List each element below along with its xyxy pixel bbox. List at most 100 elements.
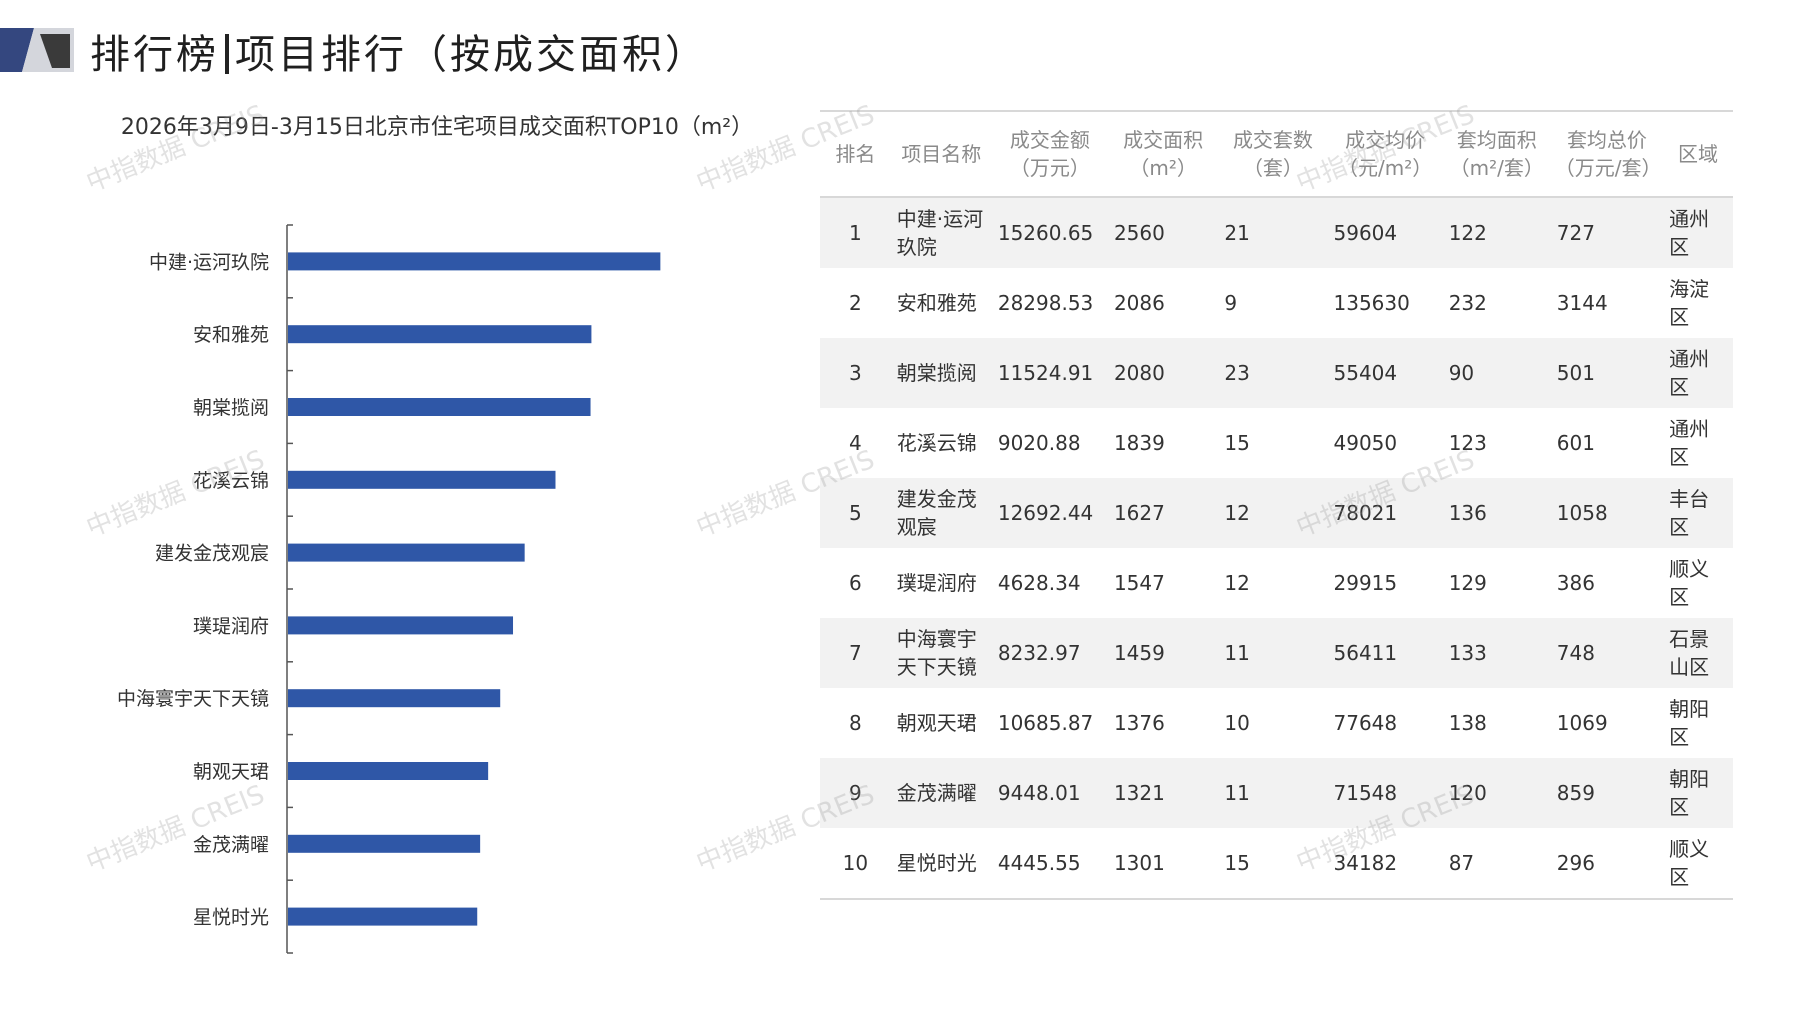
table-cell: 386 xyxy=(1556,571,1595,595)
project-name-cell: 朝棠揽阅 xyxy=(890,338,992,408)
table-cell: 9020.88 xyxy=(997,431,1081,455)
table-cell: 859 xyxy=(1550,758,1664,828)
table-cell: 34182 xyxy=(1327,828,1443,900)
table-cell: 1069 xyxy=(1556,711,1608,735)
page-title: 排行榜 项目排行（按成交面积） xyxy=(90,22,708,80)
project-name-cell: 璞瑅润府 xyxy=(896,571,977,595)
rank-cell: 6 xyxy=(849,571,862,595)
table-cell: 1058 xyxy=(1550,478,1664,548)
column-header: 成交面积 （m²） xyxy=(1107,110,1219,198)
rank-cell: 7 xyxy=(820,618,891,688)
table-cell: 10 xyxy=(1224,711,1250,735)
project-name-cell: 中建·运河玖院 xyxy=(890,197,992,268)
table-cell: 朝阳区 xyxy=(1663,758,1733,828)
column-header: 成交均价 （元/m²） xyxy=(1327,110,1443,198)
table-cell: 90 xyxy=(1442,338,1551,408)
table-cell: 海淀区 xyxy=(1669,277,1710,329)
table-cell: 15 xyxy=(1218,828,1328,900)
table-cell: 78021 xyxy=(1327,478,1443,548)
table-cell: 77648 xyxy=(1333,711,1398,735)
table-row: 3 朝棠揽阅 11524.91 2080 23 55404 90 501 通州区 xyxy=(820,338,1733,408)
column-header: 成交套数 （套） xyxy=(1218,110,1328,198)
project-name-cell: 建发金茂观宸 xyxy=(890,478,992,548)
title-separator xyxy=(225,34,229,74)
table-row: 7 中海寰宇天下天镜 8232.97 1459 11 56411 133 748 石景山区 xyxy=(820,618,1733,688)
rank-cell: 9 xyxy=(820,758,891,828)
project-name-cell: 金茂满曜 xyxy=(890,758,992,828)
table-cell: 顺义区 xyxy=(1663,828,1733,900)
bar-2 xyxy=(288,325,592,344)
ranking-table: 排名 项目名称 成交金额 （万元） 成交面积 （m²） 成交套数 （套） 成交均价 （元/m²）套… xyxy=(820,110,1733,900)
bar-7 xyxy=(288,689,501,708)
table-cell: 2560 xyxy=(1107,197,1219,268)
bar-4 xyxy=(288,470,556,489)
table-row: 5 建发金茂观宸 12692.44 1627 12 78021 136 1058 丰台区 xyxy=(820,478,1733,548)
table-row: 9 金茂满曜 9448.01 1321 11 71548 120 859 朝阳区 xyxy=(820,758,1733,828)
column-header: 项目名称 xyxy=(890,110,992,198)
column-header: 套均总价 （万元/套） xyxy=(1550,110,1664,198)
project-name-cell: 朝观天珺 xyxy=(896,711,977,735)
table-cell: 296 xyxy=(1550,828,1664,900)
y-tick-label: 建发金茂观宸 xyxy=(155,543,269,565)
table-cell: 通州区 xyxy=(1663,338,1733,408)
table-cell: 122 xyxy=(1442,197,1551,268)
table-cell: 12 xyxy=(1218,478,1328,548)
column-header: 套均面积 （m²/套） xyxy=(1442,110,1551,198)
rank-cell: 3 xyxy=(820,338,891,408)
rank-cell: 10 xyxy=(820,828,891,900)
table-cell: 56411 xyxy=(1327,618,1443,688)
table-cell: 通州区 xyxy=(1663,197,1733,268)
project-name-cell: 花溪云锦 xyxy=(896,431,977,455)
column-header: 排名 xyxy=(820,110,891,198)
table-cell: 石景山区 xyxy=(1663,618,1733,688)
logo-icon xyxy=(0,28,74,72)
table-cell: 8232.97 xyxy=(991,618,1108,688)
watermark-text: 中指数据 CREIS xyxy=(82,99,269,199)
table-cell: 55404 xyxy=(1327,338,1443,408)
y-tick-label: 朝棠揽阅 xyxy=(193,397,269,419)
table-cell: 87 xyxy=(1442,828,1551,900)
chart-title: 2026年3月9日-3月15日北京市住宅项目成交面积TOP10（m²） xyxy=(120,115,754,140)
table-cell: 通州区 xyxy=(1669,417,1710,469)
y-tick-label: 花溪云锦 xyxy=(193,470,269,492)
table-cell: 10685.87 xyxy=(997,711,1094,735)
bar-5 xyxy=(288,543,525,562)
rank-cell: 5 xyxy=(820,478,891,548)
y-tick-label: 璞瑅润府 xyxy=(193,615,269,637)
table-cell: 601 xyxy=(1556,431,1595,455)
table-cell: 135630 xyxy=(1333,291,1410,315)
y-tick-label: 中建·运河玖院 xyxy=(149,251,269,273)
table-cell: 9 xyxy=(1224,291,1238,315)
bar-3 xyxy=(288,398,591,416)
bar-1 xyxy=(288,252,661,271)
bar-10 xyxy=(288,907,478,926)
bar-8 xyxy=(288,762,489,780)
table-cell: 71548 xyxy=(1327,758,1443,828)
table-cell: 1301 xyxy=(1107,828,1219,900)
table-cell: 朝阳区 xyxy=(1669,697,1710,749)
table-cell: 15 xyxy=(1224,431,1250,455)
table-body: 1 中建·运河玖院 15260.65 2560 21 59604 122 727 通州区 2 安和雅… xyxy=(820,197,1733,900)
table-cell: 1839 xyxy=(1113,431,1165,455)
project-name-cell: 中海寰宇天下天镜 xyxy=(890,618,992,688)
table-cell: 1376 xyxy=(1113,711,1165,735)
column-header: 成交金额 （万元） xyxy=(991,110,1108,198)
table-cell: 59604 xyxy=(1327,197,1443,268)
table-cell: 28298.53 xyxy=(997,291,1094,315)
project-name-cell: 星悦时光 xyxy=(890,828,992,900)
rank-cell: 1 xyxy=(820,197,891,268)
rank-cell: 2 xyxy=(849,291,862,315)
table-cell: 23 xyxy=(1218,338,1328,408)
table-cell: 1627 xyxy=(1107,478,1219,548)
table-row: 4 花溪云锦 9020.88 1839 15 49050 123 601 通州区 xyxy=(820,408,1733,478)
table-cell: 727 xyxy=(1550,197,1664,268)
table-cell: 1547 xyxy=(1113,571,1165,595)
y-tick-label: 安和雅苑 xyxy=(193,324,269,346)
table-cell: 138 xyxy=(1448,711,1487,735)
table-cell: 2080 xyxy=(1107,338,1219,408)
page-title-section: 排行榜 xyxy=(90,32,219,78)
bar-6 xyxy=(288,616,514,635)
table-cell: 15260.65 xyxy=(991,197,1108,268)
table-cell: 501 xyxy=(1550,338,1664,408)
rank-cell: 4 xyxy=(849,431,862,455)
